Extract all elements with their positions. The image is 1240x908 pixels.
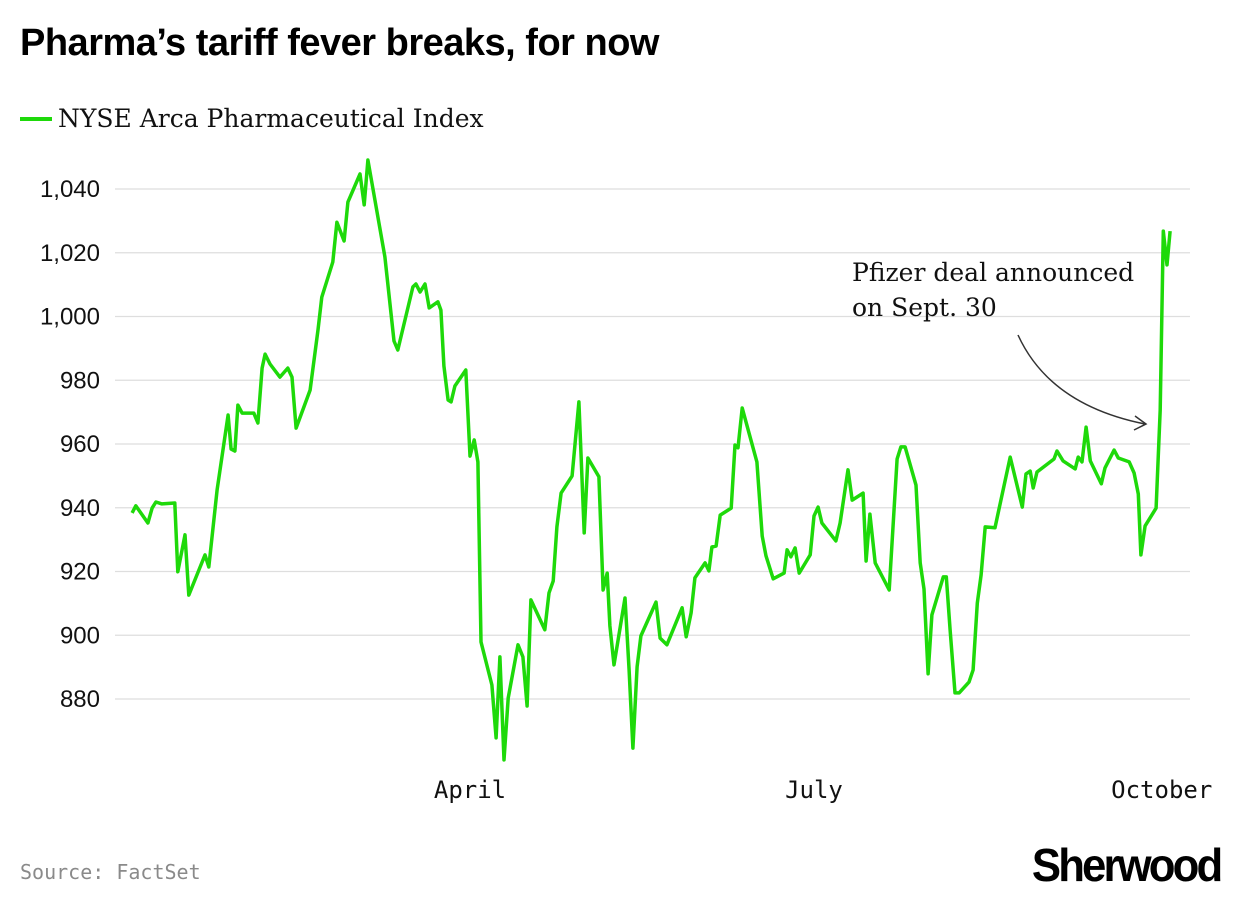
x-tick-label: October xyxy=(1111,776,1212,804)
legend-label: NYSE Arca Pharmaceutical Index xyxy=(58,104,484,133)
source-note: Source: FactSet xyxy=(20,860,201,884)
x-tick-label: July xyxy=(785,776,843,804)
y-tick-label: 1,020 xyxy=(40,240,100,267)
annotation-line-1: Pfizer deal announced xyxy=(852,258,1134,287)
legend-swatch xyxy=(20,116,52,121)
annotation: Pfizer deal announced on Sept. 30 xyxy=(852,258,1148,431)
y-tick-label: 1,040 xyxy=(40,176,100,203)
chart-title: Pharma’s tariff fever breaks, for now xyxy=(20,22,660,64)
y-tick-label: 880 xyxy=(60,686,100,713)
y-tick-label: 900 xyxy=(60,622,100,649)
sherwood-logo: Sherwood xyxy=(1031,839,1223,891)
y-tick-label: 940 xyxy=(60,495,100,522)
y-axis: 880 900 920 940 960 980 1,000 1,020 1,040 xyxy=(40,176,100,713)
annotation-arrow xyxy=(1017,334,1146,425)
annotation-line-2: on Sept. 30 xyxy=(852,293,997,322)
series-line-pharma-index xyxy=(130,158,1172,762)
gridlines xyxy=(115,188,1190,700)
x-tick-label: April xyxy=(434,776,506,804)
y-tick-label: 920 xyxy=(60,559,100,586)
annotation-arrowhead xyxy=(1133,415,1148,431)
y-tick-label: 980 xyxy=(60,367,100,394)
y-tick-label: 960 xyxy=(60,431,100,458)
x-axis: April July October xyxy=(434,776,1212,804)
legend: NYSE Arca Pharmaceutical Index xyxy=(20,104,484,133)
y-tick-label: 1,000 xyxy=(40,304,100,331)
